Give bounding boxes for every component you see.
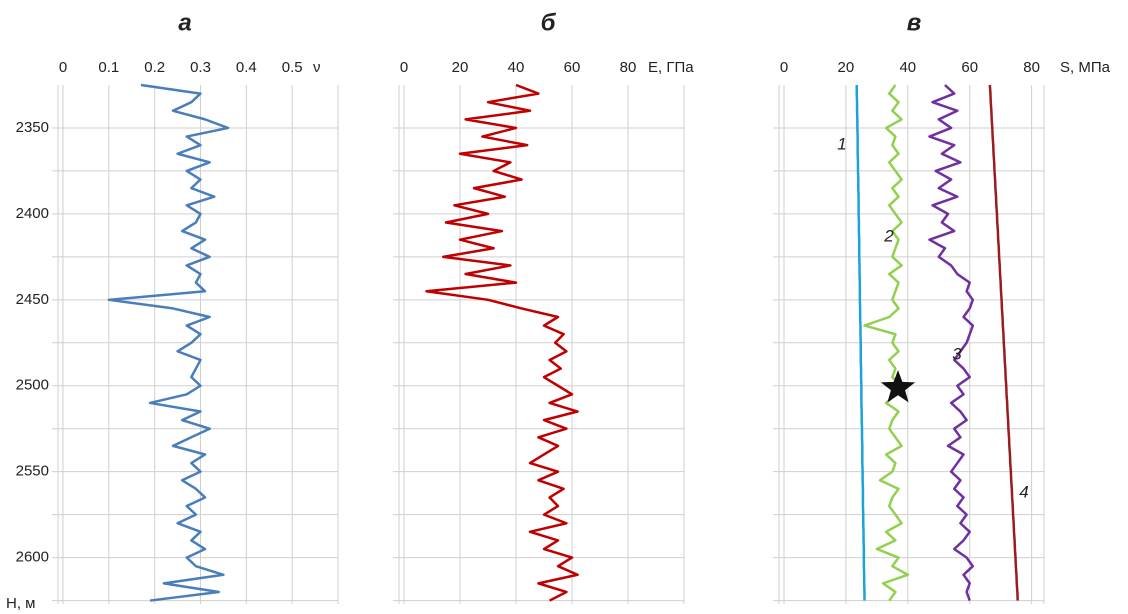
- y-tick-label: 2550: [16, 463, 49, 480]
- x-tick-label: 0.3: [190, 59, 211, 76]
- x-tick-label: 80: [620, 59, 637, 76]
- x-tick-label: 0.2: [144, 59, 165, 76]
- y-tick-label: 2400: [16, 205, 49, 222]
- x-tick-label: 0: [400, 59, 408, 76]
- curve-label: 2: [883, 226, 894, 245]
- panel-title: в: [907, 9, 922, 36]
- curve-label: 1: [837, 134, 846, 153]
- panel-title: б: [541, 9, 557, 36]
- panel-title: а: [178, 9, 191, 36]
- curve-label: 3: [952, 344, 962, 363]
- x-tick-label: 0: [59, 59, 67, 76]
- x-tick-label: 0: [780, 59, 788, 76]
- star-marker: [880, 370, 916, 403]
- y-axis-label: H, м: [6, 595, 35, 612]
- log-curve: [988, 84, 1019, 601]
- x-axis-label: S, МПа: [1060, 59, 1111, 76]
- log-curve: [855, 85, 866, 601]
- y-tick-label: 2600: [16, 549, 49, 566]
- log-curve: [425, 83, 579, 602]
- log-curve: [928, 84, 975, 601]
- y-tick-label: 2500: [16, 377, 49, 394]
- curve-label: 4: [1019, 482, 1028, 501]
- x-tick-label: 40: [899, 59, 916, 76]
- x-tick-label: 20: [838, 59, 855, 76]
- x-tick-label: 20: [452, 59, 469, 76]
- x-tick-label: 0.5: [282, 59, 303, 76]
- x-tick-label: 0.4: [236, 59, 257, 76]
- y-tick-label: 2350: [16, 119, 49, 136]
- log-curve: [863, 84, 910, 602]
- x-tick-label: 0.1: [98, 59, 119, 76]
- x-tick-label: 60: [564, 59, 581, 76]
- x-tick-label: 80: [1023, 59, 1040, 76]
- x-axis-label: ν: [313, 59, 321, 76]
- x-tick-label: 40: [508, 59, 525, 76]
- x-axis-label: E, ГПа: [648, 59, 694, 76]
- y-tick-label: 2450: [16, 291, 49, 308]
- log-curve: [107, 83, 230, 602]
- x-tick-label: 60: [961, 59, 978, 76]
